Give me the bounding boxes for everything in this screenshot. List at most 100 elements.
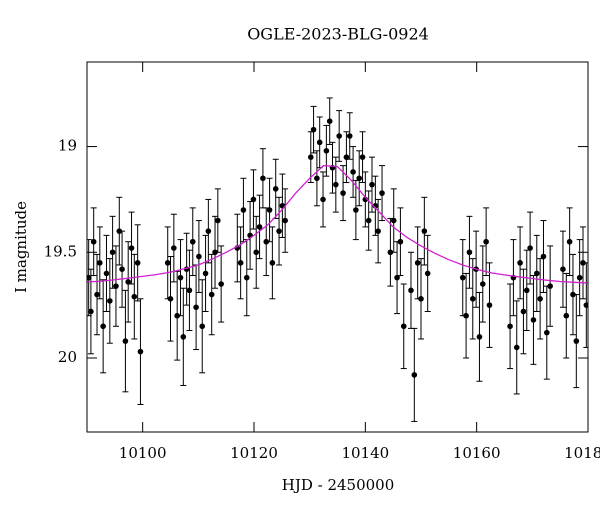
data-point <box>266 207 273 213</box>
data-point <box>560 266 566 273</box>
data-point <box>88 308 94 315</box>
data-point <box>343 154 350 160</box>
data-point <box>131 293 138 300</box>
data-point <box>340 190 346 196</box>
x-tick-label: 10180 <box>564 444 600 462</box>
data-point <box>507 323 513 330</box>
data-point <box>186 287 193 294</box>
data-point <box>109 249 116 256</box>
y-axis-label: I magnitude <box>12 201 30 293</box>
data-point <box>193 304 199 311</box>
data-point <box>177 274 184 281</box>
data-point <box>476 334 483 340</box>
data-point <box>537 296 543 302</box>
x-axis-label: HJD - 2450000 <box>282 476 395 494</box>
data-point <box>527 245 533 251</box>
data-point <box>205 228 212 234</box>
data-point <box>202 270 209 277</box>
data-point <box>350 169 356 175</box>
data-point <box>463 312 469 319</box>
data-point <box>353 207 359 213</box>
plot-area <box>87 97 588 422</box>
data-point <box>424 270 431 277</box>
data-point <box>394 274 400 281</box>
x-tick-label: 10100 <box>119 444 167 462</box>
data-point <box>269 260 276 266</box>
data-point <box>566 238 573 245</box>
data-point <box>326 118 333 124</box>
data-point <box>199 323 206 330</box>
data-point <box>237 260 244 266</box>
data-point <box>483 238 489 245</box>
data-point <box>128 245 135 251</box>
data-point <box>272 186 279 192</box>
data-point <box>196 253 202 260</box>
data-point <box>359 154 366 160</box>
y-tick-label: 19.5 <box>44 242 77 260</box>
data-point <box>276 228 282 234</box>
data-point <box>533 270 540 277</box>
data-point <box>316 139 323 146</box>
data-point <box>397 238 404 245</box>
data-point <box>189 238 196 245</box>
data-point <box>421 228 428 234</box>
data-point <box>240 207 247 213</box>
data-point <box>576 274 583 281</box>
data-point <box>530 317 537 323</box>
data-point <box>119 266 125 273</box>
x-tick-label: 10120 <box>230 444 278 462</box>
data-point <box>346 133 353 139</box>
chart-title: OGLE-2023-BLG-0924 <box>247 25 429 44</box>
data-point <box>563 312 570 319</box>
data-point <box>379 190 385 196</box>
data-point <box>208 291 215 298</box>
data-point <box>167 296 174 302</box>
data-point <box>307 154 314 160</box>
data-point <box>466 249 473 256</box>
data-point <box>107 298 113 304</box>
data-point <box>459 274 466 281</box>
data-point <box>520 308 527 315</box>
data-point <box>540 253 547 260</box>
data-point <box>253 249 260 256</box>
x-tick-label: 10160 <box>453 444 501 462</box>
data-point <box>513 344 520 351</box>
data-point <box>134 260 141 266</box>
data-point <box>365 217 372 224</box>
data-point <box>174 312 180 319</box>
data-point <box>137 348 144 355</box>
data-point <box>263 238 270 245</box>
data-point <box>103 270 110 277</box>
data-point <box>87 274 92 281</box>
data-point <box>544 329 550 336</box>
data-point <box>310 126 317 133</box>
model-curve <box>87 164 588 284</box>
data-point <box>573 338 580 344</box>
data-point <box>94 291 100 298</box>
data-point <box>583 302 588 308</box>
data-point <box>100 323 106 330</box>
data-point <box>282 217 288 224</box>
data-point <box>356 175 363 182</box>
data-point <box>375 228 381 234</box>
data-point <box>486 302 493 308</box>
data-point <box>250 196 257 203</box>
data-point <box>320 196 326 203</box>
data-point <box>180 334 187 340</box>
data-point <box>408 287 414 294</box>
data-point <box>218 281 224 287</box>
data-point <box>369 181 375 188</box>
data-point <box>260 175 266 182</box>
data-point <box>164 260 171 266</box>
data-point <box>171 245 177 251</box>
data-point <box>580 260 586 266</box>
data-point <box>547 283 553 289</box>
y-tick-label: 20 <box>58 348 77 366</box>
data-point <box>333 181 339 188</box>
data-point <box>97 260 103 266</box>
x-tick-label: 10140 <box>341 444 389 462</box>
data-point <box>323 148 330 154</box>
data-point <box>125 279 131 285</box>
data-point <box>113 283 119 289</box>
data-point <box>411 372 418 378</box>
